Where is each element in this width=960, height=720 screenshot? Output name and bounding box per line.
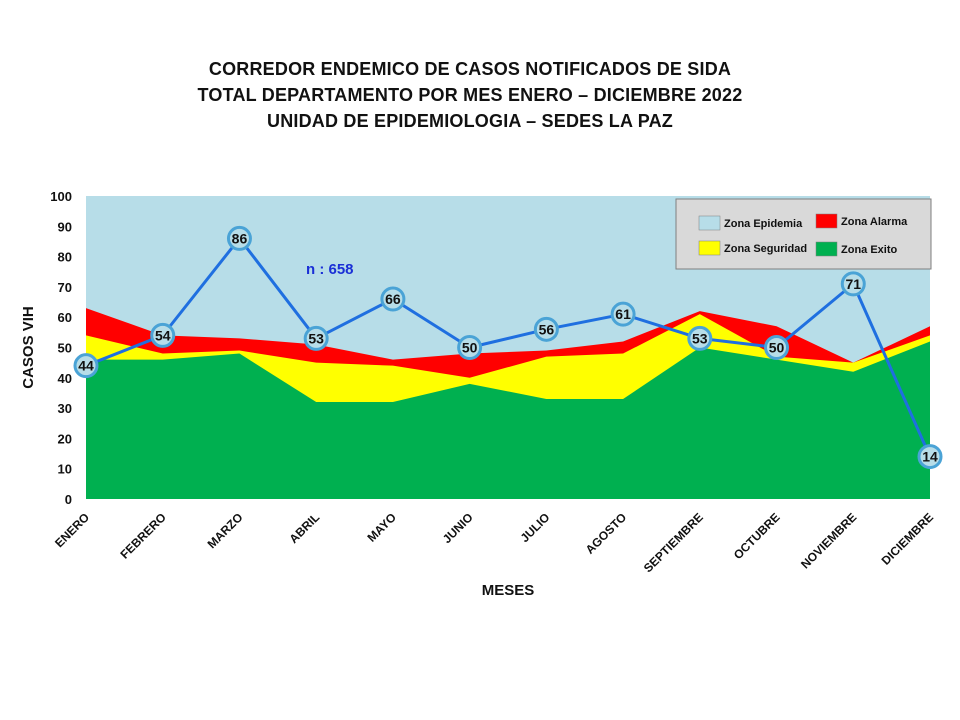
y-tick-label: 50	[58, 341, 72, 356]
data-label: 66	[385, 291, 401, 307]
title-line-3: UNIDAD DE EPIDEMIOLOGIA – SEDES LA PAZ	[267, 111, 673, 131]
data-label: 44	[78, 358, 94, 374]
x-tick-label: MAYO	[364, 510, 399, 545]
data-label: 54	[155, 327, 171, 343]
data-label: 71	[845, 276, 861, 292]
legend-swatch-zona-alarma	[815, 213, 838, 229]
annotation-n-total: n : 658	[306, 261, 354, 278]
y-tick-label: 60	[58, 310, 72, 325]
data-label: 50	[462, 340, 478, 356]
legend-box	[675, 198, 932, 270]
y-tick-label: 20	[58, 431, 72, 446]
legend-swatch-zona-seguridad	[698, 240, 721, 256]
data-point	[457, 335, 483, 360]
data-label: 61	[615, 306, 631, 322]
data-point	[917, 444, 943, 470]
x-tick-label: ABRIL	[286, 510, 322, 546]
y-tick-label: 40	[58, 371, 72, 386]
data-label: 86	[232, 230, 248, 246]
y-tick-label: 100	[50, 189, 72, 204]
data-point	[764, 335, 790, 360]
legend-label-zona-epidemia: Zona Epidemia	[724, 218, 803, 230]
data-label: 53	[692, 330, 708, 346]
data-point	[840, 271, 866, 297]
y-tick-label: 90	[58, 219, 72, 234]
x-tick-label: JULIO	[518, 510, 553, 545]
legend-label-zona-seguridad: Zona Seguridad	[724, 243, 807, 255]
legend-label-zona-alarma: Zona Alarma	[841, 216, 908, 228]
legend-label-zona-exito: Zona Exito	[841, 244, 898, 256]
x-tick-label: DICIEMBRE	[879, 510, 937, 568]
x-tick-label: JUNIO	[440, 510, 476, 546]
x-tick-label: AGOSTO	[583, 510, 630, 557]
y-tick-label: 30	[58, 401, 72, 416]
chart-title: CORREDOR ENDEMICO DE CASOS NOTIFICADOS D…	[0, 56, 940, 134]
title-line-1: CORREDOR ENDEMICO DE CASOS NOTIFICADOS D…	[208, 59, 732, 79]
data-label: 56	[539, 321, 555, 337]
data-point	[73, 353, 99, 379]
x-axis-label: MESES	[482, 582, 535, 599]
x-tick-label: SEPTIEMBRE	[641, 510, 706, 575]
y-tick-label: 70	[58, 280, 72, 295]
x-tick-label: OCTUBRE	[731, 510, 783, 562]
data-point	[303, 325, 329, 351]
x-tick-label: ENERO	[52, 510, 92, 550]
data-point	[380, 286, 406, 312]
data-label: 14	[922, 449, 938, 465]
data-point	[226, 225, 252, 251]
y-axis-label: CASOS VIH	[20, 306, 37, 389]
x-tick-label: NOVIEMBRE	[798, 510, 859, 571]
series-line	[85, 236, 932, 458]
data-label: 50	[769, 340, 785, 356]
zone-area-zona-exito	[86, 341, 930, 499]
title-line-2: TOTAL DEPARTAMENTO POR MES ENERO – DICIE…	[197, 85, 743, 105]
data-point	[533, 316, 559, 342]
data-point	[610, 301, 636, 327]
y-tick-label: 0	[65, 492, 72, 507]
x-tick-label: MARZO	[205, 510, 246, 551]
x-tick-label: FEBRERO	[117, 510, 168, 561]
y-tick-label: 10	[58, 462, 72, 477]
legend-swatch-zona-exito	[815, 241, 838, 257]
legend-swatch-zona-epidemia	[698, 215, 721, 231]
data-point	[687, 325, 713, 351]
y-tick-label: 80	[58, 250, 72, 265]
data-label: 53	[308, 330, 324, 346]
data-point	[150, 322, 176, 348]
